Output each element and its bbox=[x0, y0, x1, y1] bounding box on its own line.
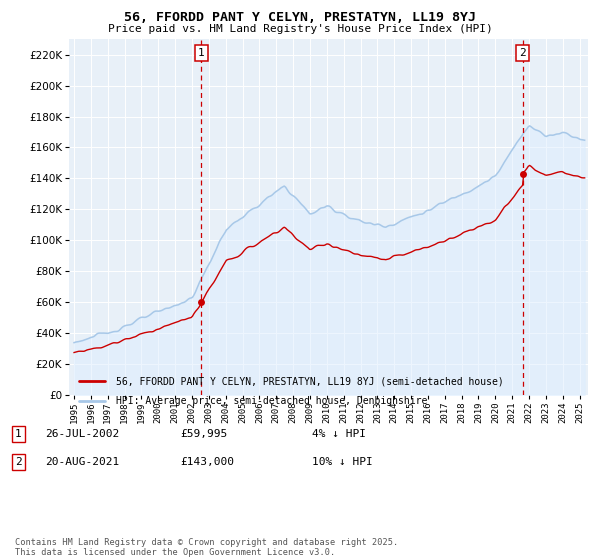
Text: £143,000: £143,000 bbox=[180, 457, 234, 467]
Text: 4% ↓ HPI: 4% ↓ HPI bbox=[312, 429, 366, 439]
Text: Price paid vs. HM Land Registry's House Price Index (HPI): Price paid vs. HM Land Registry's House … bbox=[107, 24, 493, 34]
Text: 56, FFORDD PANT Y CELYN, PRESTATYN, LL19 8YJ (semi-detached house): 56, FFORDD PANT Y CELYN, PRESTATYN, LL19… bbox=[116, 376, 503, 386]
Text: 1: 1 bbox=[198, 48, 205, 58]
Text: HPI: Average price, semi-detached house, Denbighshire: HPI: Average price, semi-detached house,… bbox=[116, 396, 427, 406]
Text: 56, FFORDD PANT Y CELYN, PRESTATYN, LL19 8YJ: 56, FFORDD PANT Y CELYN, PRESTATYN, LL19… bbox=[124, 11, 476, 24]
Text: 2: 2 bbox=[15, 457, 22, 467]
Text: Contains HM Land Registry data © Crown copyright and database right 2025.
This d: Contains HM Land Registry data © Crown c… bbox=[15, 538, 398, 557]
Text: 20-AUG-2021: 20-AUG-2021 bbox=[45, 457, 119, 467]
Text: 2: 2 bbox=[520, 48, 526, 58]
Text: 1: 1 bbox=[15, 429, 22, 439]
Text: £59,995: £59,995 bbox=[180, 429, 227, 439]
Text: 10% ↓ HPI: 10% ↓ HPI bbox=[312, 457, 373, 467]
Text: 26-JUL-2002: 26-JUL-2002 bbox=[45, 429, 119, 439]
